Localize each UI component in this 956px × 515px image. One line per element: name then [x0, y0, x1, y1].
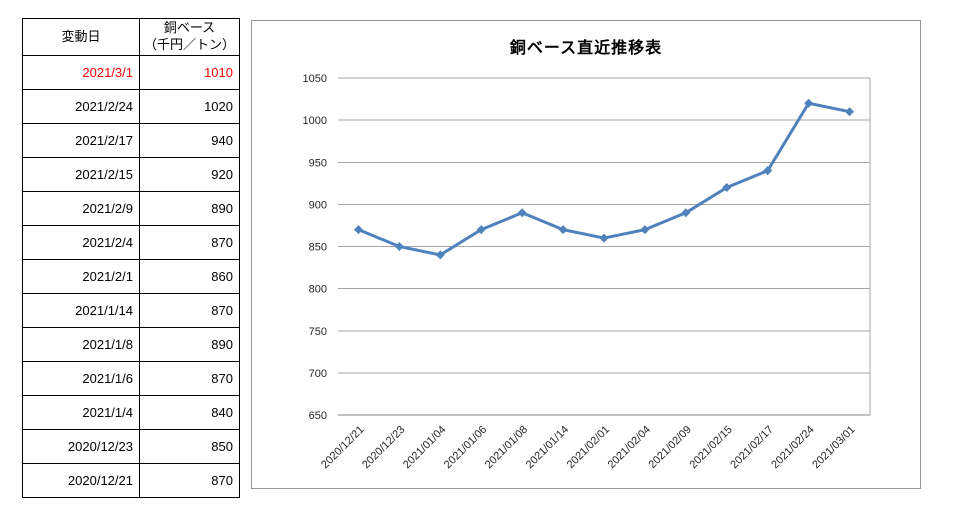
data-point-marker: [353, 225, 363, 235]
y-tick-label: 850: [309, 242, 327, 254]
data-point-marker: [681, 208, 691, 218]
line-chart: 650700750800850900950100010502020/12/212…: [303, 73, 871, 471]
date-cell[interactable]: 2021/2/24: [22, 89, 140, 124]
data-point-marker: [435, 250, 445, 260]
table-row: 2021/3/1 1010: [22, 55, 240, 90]
date-cell[interactable]: 2021/3/1: [22, 55, 140, 90]
table-row: 2021/2/17 940: [22, 123, 240, 158]
data-point-marker: [722, 183, 732, 193]
y-tick-label: 950: [309, 157, 327, 169]
value-column-header[interactable]: 銅ベース （千円／トン）: [139, 18, 240, 56]
value-cell[interactable]: 870: [139, 361, 240, 396]
table-row: 2021/1/4 840: [22, 395, 240, 430]
y-tick-label: 900: [309, 199, 327, 211]
chart-panel[interactable]: 650 700 750 800 850 900 950 1000 1050 2020/12/21 2…: [251, 20, 921, 489]
x-tick-label: 2021/01/08: [483, 424, 530, 471]
date-cell[interactable]: 2021/1/6: [22, 361, 140, 396]
table-row: 2021/1/8 890: [22, 327, 240, 362]
data-point-marker: [763, 166, 773, 176]
data-point-marker: [845, 107, 855, 117]
y-tick-label: 650: [309, 410, 327, 422]
x-tick-label: 2021/02/04: [606, 424, 653, 471]
value-header-line2: （千円／トン）: [143, 37, 235, 52]
value-cell[interactable]: 920: [139, 157, 240, 192]
value-cell[interactable]: 870: [139, 293, 240, 328]
value-cell[interactable]: 840: [139, 395, 240, 430]
table-row: 2020/12/23 850: [22, 429, 240, 464]
y-tick-label: 750: [309, 326, 327, 338]
x-tick-label: 2021/02/24: [769, 424, 816, 471]
data-point-marker: [599, 233, 609, 243]
y-tick-label: 1050: [303, 73, 327, 85]
date-cell[interactable]: 2021/2/15: [22, 157, 140, 192]
table-row: 2021/1/14 870: [22, 293, 240, 328]
data-point-marker: [394, 242, 404, 251]
x-tick-label: 2021/02/09: [647, 424, 694, 471]
date-cell[interactable]: 2021/1/4: [22, 395, 140, 430]
value-header-line1: 銅ベース: [163, 20, 216, 36]
series-line: [356, 101, 852, 257]
date-cell[interactable]: 2021/2/17: [22, 123, 140, 158]
data-point-marker: [517, 208, 527, 218]
value-cell[interactable]: 870: [139, 463, 240, 498]
x-tick-label: 2021/02/01: [565, 424, 612, 471]
x-tick-label: 2021/01/14: [524, 424, 571, 471]
value-cell[interactable]: 850: [139, 429, 240, 464]
data-point-marker: [640, 225, 650, 235]
x-tick-label: 2020/12/21: [319, 424, 366, 471]
x-tick-label: 2021/03/01: [810, 424, 857, 471]
date-cell[interactable]: 2020/12/23: [22, 429, 140, 464]
x-tick-label: 2021/02/17: [728, 424, 775, 471]
data-point-marker: [804, 98, 814, 108]
table-row: 2021/2/1 860: [22, 259, 240, 294]
table-row: 2021/2/15 920: [22, 157, 240, 192]
date-cell[interactable]: 2021/1/14: [22, 293, 140, 328]
value-cell[interactable]: 860: [139, 259, 240, 294]
y-tick-label: 700: [309, 368, 327, 380]
value-cell[interactable]: 1010: [139, 55, 240, 90]
date-column-header[interactable]: 変動日: [22, 18, 140, 56]
x-tick-label: 2021/01/06: [442, 424, 489, 471]
data-point-marker: [476, 225, 486, 235]
data-point-marker: [558, 225, 568, 235]
date-cell[interactable]: 2021/2/9: [22, 191, 140, 226]
date-cell[interactable]: 2021/2/1: [22, 259, 140, 294]
table-row: 2021/1/6 870: [22, 361, 240, 396]
value-cell[interactable]: 870: [139, 225, 240, 260]
x-tick-label: 2021/01/04: [401, 424, 448, 471]
y-tick-label: 1000: [303, 115, 327, 127]
value-cell[interactable]: 940: [139, 123, 240, 158]
table-row: 2021/2/24 1020: [22, 89, 240, 124]
y-tick-label: 800: [309, 284, 327, 296]
value-cell[interactable]: 890: [139, 191, 240, 226]
table-row: 2021/2/4 870: [22, 225, 240, 260]
table-row: 2020/12/21 870: [22, 463, 240, 498]
table-row: 2021/2/9 890: [22, 191, 240, 226]
date-cell[interactable]: 2021/1/8: [22, 327, 140, 362]
date-cell[interactable]: 2021/2/4: [22, 225, 140, 260]
x-tick-label: 2020/12/23: [360, 424, 407, 471]
chart-title: 銅ベース直近推移表: [509, 40, 663, 57]
value-cell[interactable]: 890: [139, 327, 240, 362]
date-cell[interactable]: 2020/12/21: [22, 463, 140, 498]
price-table: 変動日 銅ベース （千円／トン） 2021/3/1 1010 2021/2/24 10…: [22, 18, 240, 498]
value-cell[interactable]: 1020: [139, 89, 240, 124]
x-tick-label: 2021/02/15: [687, 424, 734, 471]
table-header-row: 変動日 銅ベース （千円／トン）: [22, 18, 240, 56]
